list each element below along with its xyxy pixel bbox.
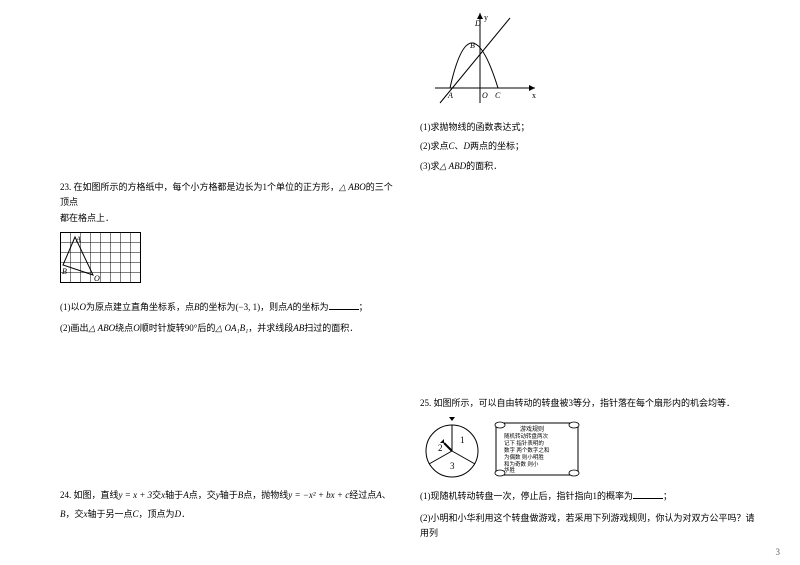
- svg-text:1: 1: [460, 435, 465, 445]
- blank-2: [633, 489, 663, 499]
- q25-figs: 1 2 3 游戏规则 随机转动转盘两次 记下 指针表明的 数字 两个数字之和 为…: [420, 417, 760, 481]
- q24-subs: (1)求抛物线的函数表达式； (2)求点C、D两点的坐标； (3)求△ ABD的…: [420, 120, 760, 174]
- svg-text:随机转动转盘两次: 随机转动转盘两次: [504, 432, 549, 440]
- q25-p2: (2)小明和小华利用这个转盘做游戏，若采用下列游戏规则，你认为对双方公平吗？请用…: [420, 511, 760, 542]
- svg-text:O: O: [94, 274, 100, 283]
- lbl-x: x: [532, 91, 536, 100]
- q24-intro: 24. 如图，直线y = x + 3交x轴于A点，交y轴于B点，抛物线y = −…: [60, 488, 400, 523]
- svg-text:华胜: 华胜: [504, 466, 516, 474]
- blank-1: [329, 300, 359, 310]
- q25-p1: (1)现随机转动转盘一次，停止后，指针指向1的概率为；: [420, 489, 760, 504]
- lbl-y: y: [484, 13, 488, 22]
- q24-graph: y x O A B C D: [420, 8, 540, 108]
- lbl-O: O: [482, 91, 488, 100]
- page: y x O A B C D (1)求抛物线的函数表达式； (2)求点C、D两点的…: [0, 0, 800, 565]
- q23-intro2: 都在格点上．: [60, 211, 400, 226]
- q25-scroll: 游戏规则 随机转动转盘两次 记下 指针表明的 数字 两个数字之和 为偶数 则小明…: [492, 417, 582, 481]
- q24-line1: 24. 如图，直线y = x + 3交x轴于A点，交y轴于B点，抛物线y = −…: [60, 488, 400, 503]
- q23-grid-wrap: A B O: [60, 232, 400, 290]
- svg-text:和为奇数 则小: 和为奇数 则小: [504, 460, 539, 468]
- q23-intro: 23. 在如图所示的方格纸中，每个小方格都是边长为1个单位的正方形，△ ABO的…: [60, 180, 400, 211]
- q25-wheel: 1 2 3: [420, 417, 490, 481]
- lbl-B: B: [470, 41, 475, 50]
- svg-text:3: 3: [450, 461, 455, 471]
- q23-p1: (1)以O为原点建立直角坐标系，点B的坐标为(−3, 1)，则点A的坐标为；: [60, 300, 400, 315]
- q24-line2: B，交x轴于另一点C，顶点为D．: [60, 507, 400, 522]
- q25-block: 25. 如图所示，可以自由转动的转盘被3等分，指针落在每个扇形内的机会均等． 1…: [420, 396, 760, 541]
- svg-text:记下 指针表明的: 记下 指针表明的: [504, 439, 544, 447]
- q24-p2: (2)求点C、D两点的坐标；: [420, 139, 760, 154]
- page-number: 3: [776, 547, 781, 557]
- q24-graph-wrap: y x O A B C D: [420, 8, 760, 108]
- svg-text:A: A: [75, 235, 81, 244]
- svg-text:B: B: [62, 267, 67, 276]
- q24-p3: (3)求△ ABD的面积．: [420, 159, 760, 174]
- svg-text:2: 2: [438, 443, 443, 453]
- q25-intro: 25. 如图所示，可以自由转动的转盘被3等分，指针落在每个扇形内的机会均等．: [420, 396, 760, 411]
- lbl-C: C: [495, 91, 501, 100]
- svg-text:游戏规则: 游戏规则: [520, 425, 544, 433]
- lbl-A: A: [447, 91, 453, 100]
- lbl-D: D: [474, 19, 481, 28]
- svg-text:数字 两个数字之和: 数字 两个数字之和: [504, 446, 549, 454]
- q23-block: 23. 在如图所示的方格纸中，每个小方格都是边长为1个单位的正方形，△ ABO的…: [60, 180, 400, 336]
- q24-p1: (1)求抛物线的函数表达式；: [420, 120, 760, 135]
- q23-p2: (2)画出△ ABO绕点O顺时针旋转90°后的△ OA₁B₁，并求线段AB扫过的…: [60, 321, 400, 336]
- svg-text:为偶数 则小明胜: 为偶数 则小明胜: [504, 453, 544, 461]
- q23-grid: A B O: [60, 232, 148, 290]
